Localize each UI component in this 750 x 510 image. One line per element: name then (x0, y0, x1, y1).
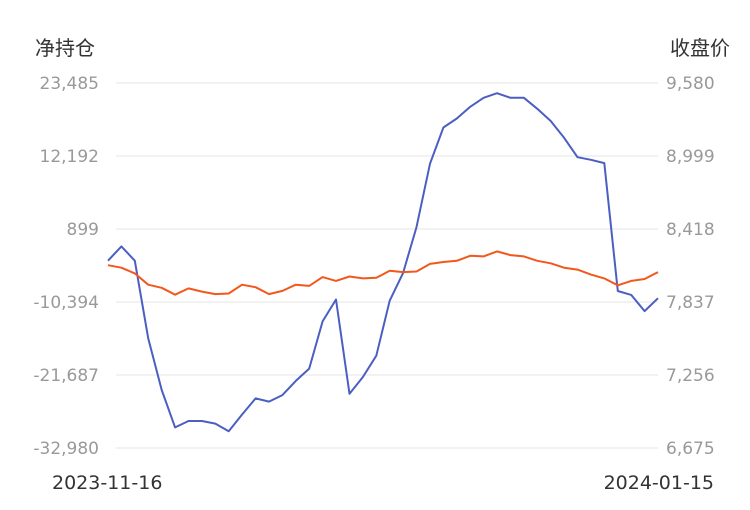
left-tick-label: -21,687 (33, 366, 99, 386)
x-start-label: 2023-11-16 (52, 472, 162, 494)
right-tick-label: 8,418 (666, 220, 715, 240)
right-axis-title: 收盘价 (670, 36, 730, 60)
axis-ticks: 23,485 9,580 12,192 8,999 899 8,418 -10,394 7,8… (33, 74, 714, 459)
series-lines (107, 92, 659, 433)
left-tick-label: 899 (67, 220, 99, 240)
right-tick-label: 9,580 (666, 74, 715, 94)
left-tick-label: -32,980 (33, 439, 99, 459)
left-axis-title: 净持仓 (35, 36, 95, 60)
right-tick-label: 7,256 (666, 366, 715, 386)
series-line-left-axis (107, 92, 659, 433)
gridlines (116, 82, 658, 449)
x-end-label: 2024-01-15 (604, 472, 714, 494)
right-tick-label: 7,837 (666, 293, 715, 313)
series-line-right-axis (107, 250, 659, 296)
left-tick-label: 23,485 (40, 74, 99, 94)
left-tick-label: -10,394 (33, 293, 99, 313)
left-tick-label: 12,192 (40, 147, 99, 167)
right-tick-label: 6,675 (666, 439, 715, 459)
right-tick-label: 8,999 (666, 147, 715, 167)
